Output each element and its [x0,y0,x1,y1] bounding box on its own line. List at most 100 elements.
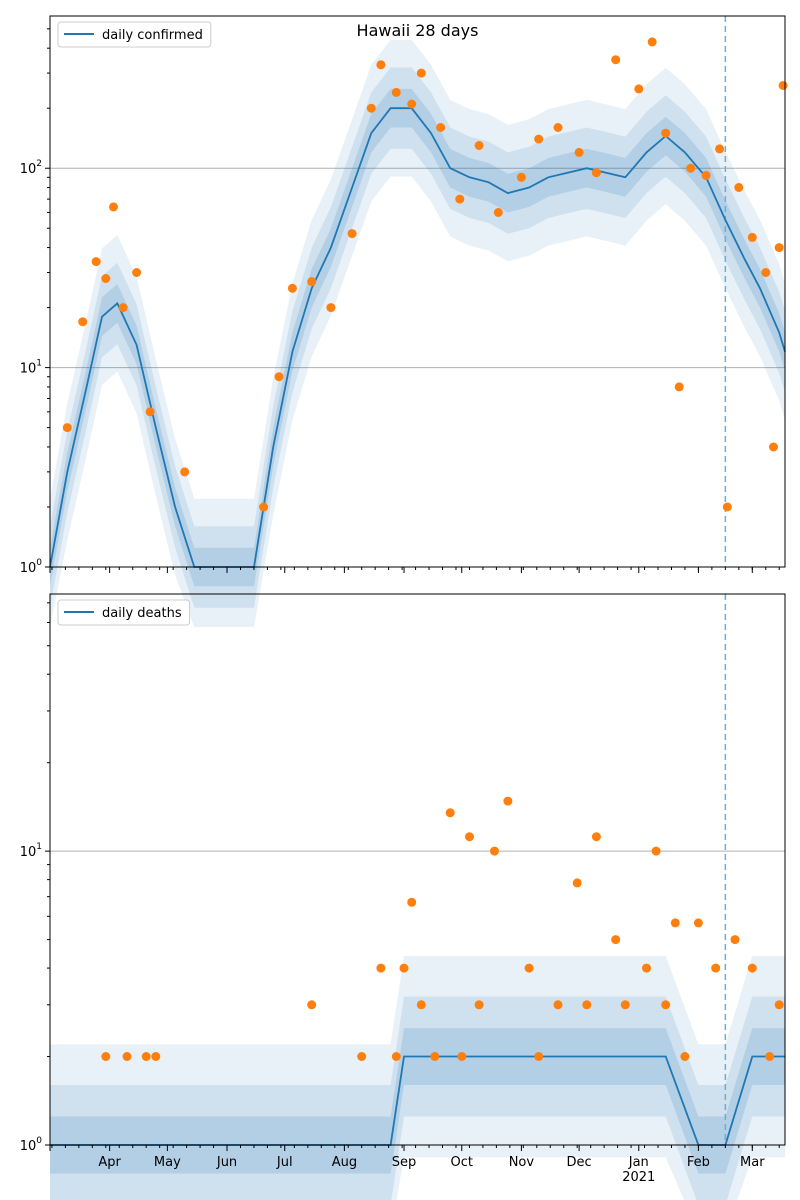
deaths-frame [49,593,786,1146]
confirmed-legend-label: daily confirmed [102,28,203,43]
y-tick-label: 102 [20,159,42,177]
confirmed-legend-box [57,21,212,48]
observation-point [430,1052,440,1061]
x-tick-label: Apr [98,1155,121,1170]
observation-point [445,808,455,818]
observation-point [553,123,563,132]
observation-point [722,502,732,512]
series-line [50,1055,785,1146]
observation-point [474,141,484,150]
confirmed-y-ticks: 100 101 102 [20,28,50,576]
x-tick-label: Jan [628,1155,649,1170]
x-tick-label: Dec [567,1155,592,1170]
observation-point [534,134,544,144]
observation-point [416,68,426,78]
observation-point [582,1000,592,1010]
observation-point [701,170,711,180]
observation-point [765,1052,775,1061]
observation-point [287,283,297,293]
observation-point [774,1000,784,1010]
uncertainty-band [50,39,785,627]
observation-point [693,918,703,928]
deaths-legend: daily deaths [57,599,191,626]
chart-title: Hawaii 28 days [357,21,479,40]
y-tick-label: 100 [20,558,43,576]
x-tick-label: 2021 [622,1170,655,1185]
observation-point [769,442,778,452]
observation-point [686,163,696,173]
observation-point [493,208,503,217]
observation-point [634,84,644,94]
confirmed-observations [62,37,788,512]
observation-point [730,935,740,945]
observation-point [122,1052,132,1061]
x-tick-label: Aug [332,1155,357,1170]
deaths-legend-box [57,599,191,626]
observation-point [651,846,661,856]
observation-point [503,796,513,806]
uncertainty-band [50,955,785,1200]
observation-point [524,963,534,973]
observation-point [661,1000,671,1010]
observation-point [774,243,784,253]
observation-point [407,897,417,907]
observation-point [611,935,621,945]
observation-point [647,37,657,47]
observation-point [734,183,744,192]
observation-point [711,963,721,973]
observation-point [455,194,465,204]
observation-point [591,168,601,178]
observation-point [109,202,118,212]
y-tick-label: 101 [20,359,42,377]
observation-point [78,317,88,327]
uncertainty-band [50,1028,785,1174]
deaths-series-line [50,1055,785,1146]
confirmed-x-ticks [49,567,780,573]
observation-point [490,846,499,856]
observation-point [680,1052,690,1061]
observation-point [274,372,284,382]
confirmed-frame [49,15,786,568]
observation-point [307,1000,317,1010]
x-tick-label: May [154,1155,181,1170]
observation-point [642,963,651,973]
observation-point [465,832,474,842]
confirmed-legend: daily confirmed [57,21,212,48]
observation-point [101,274,111,283]
observation-point [326,303,336,313]
x-tick-label: Mar [740,1155,765,1170]
observation-point [118,303,128,313]
observation-point [376,963,386,973]
observation-point [474,1000,484,1010]
deaths-observations [101,796,784,1061]
y-tick-label: 100 [20,1136,43,1154]
observation-point [391,1052,401,1061]
observation-point [347,229,357,239]
observation-point [457,1052,467,1061]
x-tick-label: Nov [509,1155,535,1170]
observation-point [574,147,584,157]
confirmed-axes: 100 101 102 Hawaii 28 days daily confirmed [20,15,788,627]
observation-point [534,1052,544,1061]
observation-point [145,407,155,417]
observation-point [376,60,386,70]
x-tick-label: Jun [216,1155,237,1170]
observation-point [747,963,757,973]
observation-point [62,423,72,433]
observation-point [611,55,621,65]
observation-point [101,1052,111,1061]
observation-point [307,277,317,287]
observation-point [407,99,417,109]
observation-point [132,268,142,277]
x-tick-label: Sep [392,1155,417,1170]
observation-point [620,1000,630,1010]
observation-point [778,81,788,90]
observation-point [761,268,771,277]
deaths-uncertainty-bands [50,955,785,1200]
observation-point [399,963,409,973]
deaths-y-ticks: 100 101 [20,602,50,1154]
observation-point [366,103,376,113]
observation-point [91,257,101,267]
